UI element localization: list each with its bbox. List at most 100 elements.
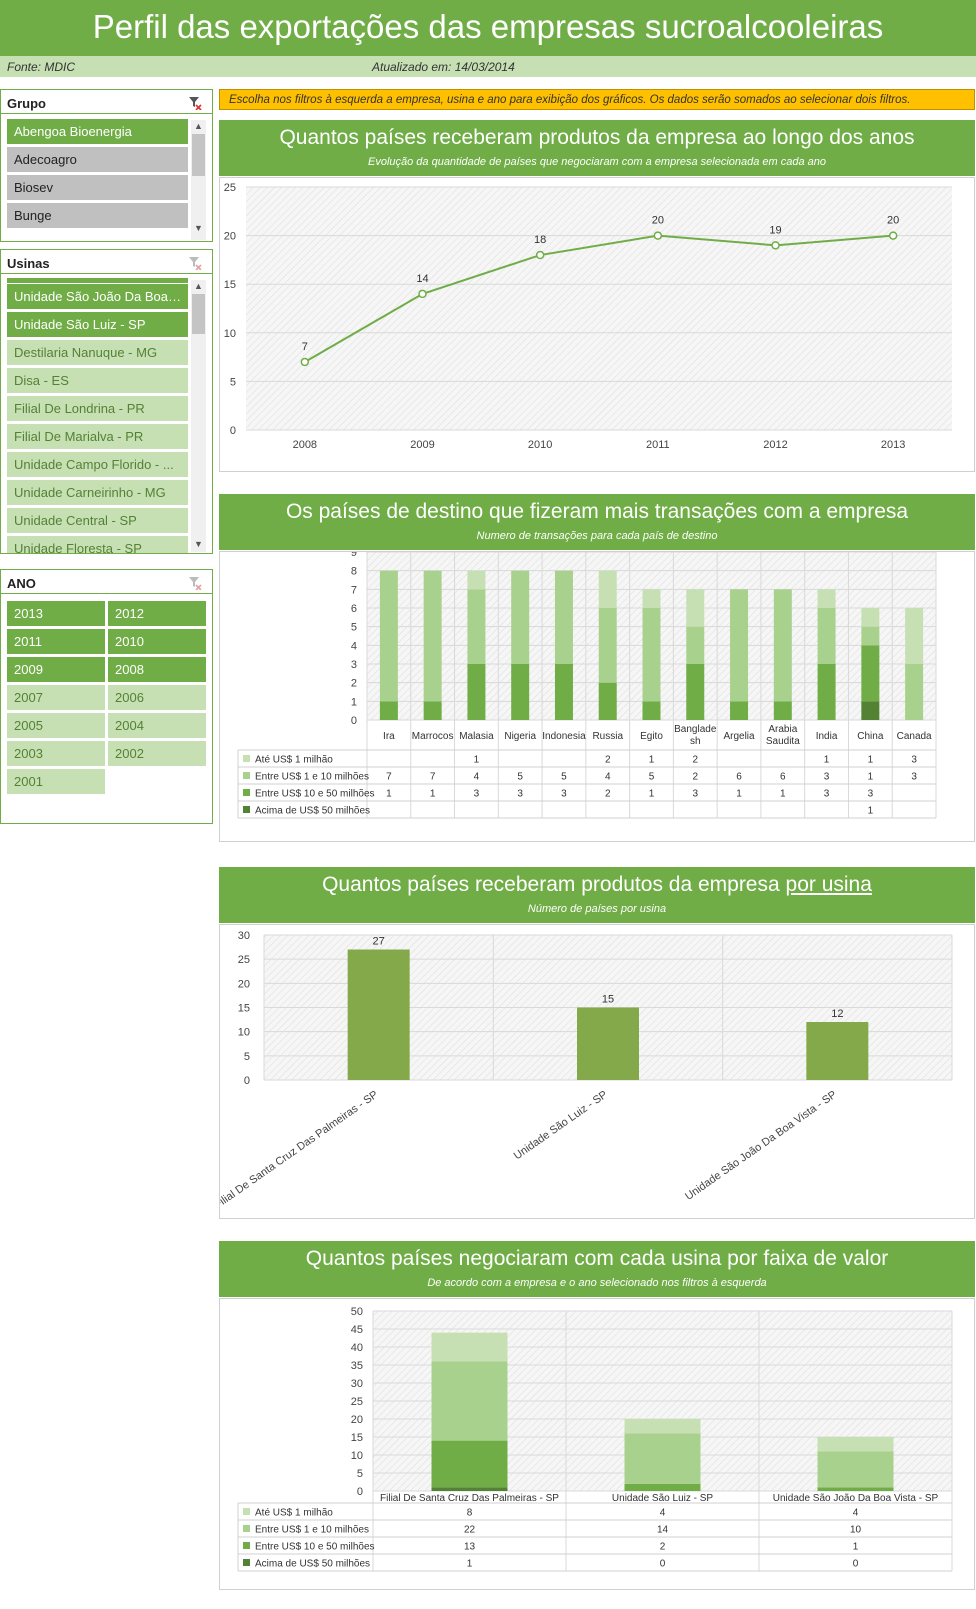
bar-segment (817, 1437, 894, 1452)
y-tick-label: 5 (230, 376, 236, 388)
section-subtitle: Numero de transações para cada país de d… (476, 530, 718, 542)
bar-chart-countries-per-plant: 0 5 10 15 20 25 30 27 Filial De Santa Cruz Das P… (219, 924, 975, 1219)
y-tick-label: 7 (351, 584, 357, 596)
year-item-2009[interactable]: 2009 (7, 657, 105, 682)
bar-segment (642, 589, 661, 608)
clear-filter-icon[interactable] (188, 256, 202, 270)
bar-segment (423, 570, 442, 702)
legend-key (243, 1542, 250, 1549)
grupo-item-bunge[interactable]: Bunge (7, 203, 188, 228)
usina-item-destilaria-nanuque-mg[interactable]: Destilaria Nanuque - MG (7, 340, 188, 365)
category-label: Canada (897, 731, 932, 742)
section-subtitle: De acordo com a empresa e o ano selecion… (427, 1277, 767, 1289)
grupo-item-biosev[interactable]: Biosev (7, 175, 188, 200)
bar-segment (379, 570, 398, 702)
grupo-item-adecoagro[interactable]: Adecoagro (7, 147, 188, 172)
slicer-scrollbar[interactable]: ▲ ▼ (191, 120, 206, 240)
clear-filter-icon[interactable] (188, 576, 202, 590)
y-tick-label: 10 (224, 328, 236, 340)
usina-item-unidade-campo-florido[interactable]: Unidade Campo Florido - ... (7, 452, 188, 477)
table-cell: 1 (467, 1559, 473, 1570)
slicer-scrollbar[interactable]: ▲ ▼ (191, 280, 206, 552)
bar-segment (861, 645, 880, 702)
year-item-2008[interactable]: 2008 (108, 657, 206, 682)
category-label: Banglade sh (674, 724, 717, 747)
category-label: Indonesia (542, 731, 586, 742)
legend-key (243, 1508, 250, 1515)
slicer-header: ANO (1, 570, 212, 594)
year-item-2010[interactable]: 2010 (108, 629, 206, 654)
category-label: Filial De Santa Cruz Das Palmeiras - SP (380, 1493, 559, 1504)
slicer-title: Usinas (7, 256, 50, 271)
scroll-up-icon[interactable]: ▲ (194, 281, 203, 291)
data-label: 20 (887, 215, 899, 227)
table-cell: 1 (868, 806, 874, 817)
bar-segment (861, 608, 880, 627)
bar-segment (905, 664, 924, 720)
usina-item-unidade-carneirinho-mg[interactable]: Unidade Carneirinho - MG (7, 480, 188, 505)
data-label: 19 (769, 224, 781, 236)
usina-item-unidade-floresta-sp[interactable]: Unidade Floresta - SP (7, 536, 188, 553)
table-cell: 1 (649, 755, 655, 766)
section-title-main: Quantos países receberam produtos da emp… (322, 873, 786, 896)
year-item-2013[interactable]: 2013 (7, 601, 105, 626)
year-item-2004[interactable]: 2004 (108, 713, 206, 738)
data-label: 7 (302, 341, 308, 353)
usina-item-unidade-central-sp[interactable]: Unidade Central - SP (7, 508, 188, 533)
bar-segment (554, 570, 573, 664)
year-item-2001[interactable]: 2001 (7, 769, 105, 794)
year-item-2002[interactable]: 2002 (108, 741, 206, 766)
table-cell: 1 (474, 755, 480, 766)
year-item-2011[interactable]: 2011 (7, 629, 105, 654)
year-item-2005[interactable]: 2005 (7, 713, 105, 738)
table-cell: 4 (474, 772, 480, 783)
usina-item-filial-de-marialva-pr[interactable]: Filial De Marialva - PR (7, 424, 188, 449)
year-item-2007[interactable]: 2007 (7, 685, 105, 710)
year-item-2003[interactable]: 2003 (7, 741, 105, 766)
x-tick-label: 2011 (646, 439, 670, 451)
usina-item-unidade-sao-luiz-sp[interactable]: Unidade São Luiz - SP (7, 312, 188, 337)
year-item-2012[interactable]: 2012 (108, 601, 206, 626)
bar-segment (730, 701, 749, 720)
bar-segment (431, 1440, 508, 1488)
slicer-header: Grupo (1, 90, 212, 114)
bar-segment (598, 608, 617, 683)
scroll-down-icon[interactable]: ▼ (194, 223, 203, 233)
bar-segment (861, 701, 880, 720)
y-tick-label: 8 (351, 566, 357, 578)
year-item-2006[interactable]: 2006 (108, 685, 206, 710)
scroll-up-icon[interactable]: ▲ (194, 121, 203, 131)
data-label: 18 (534, 234, 546, 246)
table-cell: 1 (780, 789, 786, 800)
table-cell: 3 (517, 789, 523, 800)
usina-item-filial-de-londrina-pr[interactable]: Filial De Londrina - PR (7, 396, 188, 421)
legend-key (243, 772, 250, 779)
category-label: Filial De Santa Cruz Das Palmeiras - SP (220, 1089, 380, 1212)
scroll-down-icon[interactable]: ▼ (194, 539, 203, 549)
table-cell: 3 (911, 772, 917, 783)
clear-filter-icon[interactable] (188, 96, 202, 110)
grupo-item-abengoa-bioenergia[interactable]: Abengoa Bioenergia (7, 119, 188, 144)
bar-segment (431, 1487, 508, 1491)
instruction-banner: Escolha nos filtros à esquerda a empresa… (219, 89, 975, 110)
y-tick-label: 20 (238, 978, 250, 990)
bar (347, 949, 410, 1080)
scroll-thumb[interactable] (192, 134, 205, 176)
table-cell: 1 (868, 772, 874, 783)
chart-svg: 0 1 2 3 4 5 6 7 8 9 Ira Marrocos Malasia Nigeria Indon… (237, 552, 937, 819)
table-cell: 10 (850, 1525, 862, 1536)
table-cell: 3 (692, 789, 698, 800)
table-cell: 5 (561, 772, 567, 783)
slicer-header: Usinas (1, 250, 212, 274)
bar-segment (642, 608, 661, 702)
usina-item-disa-es[interactable]: Disa - ES (7, 368, 188, 393)
table-cell: 6 (780, 772, 786, 783)
scroll-thumb[interactable] (192, 294, 205, 334)
usina-item-unidade-sao-joao-da-boa[interactable]: Unidade São João Da Boa ... (7, 284, 188, 309)
table-cell: 14 (657, 1525, 669, 1536)
table-cell: 1 (386, 789, 392, 800)
legend-key (243, 789, 250, 796)
table-cell: 3 (824, 772, 830, 783)
stacked-bar-chart-value-band: 0 5 10 15 20 25 30 35 40 45 50 Filial De Santa Cruz… (219, 1298, 975, 1590)
